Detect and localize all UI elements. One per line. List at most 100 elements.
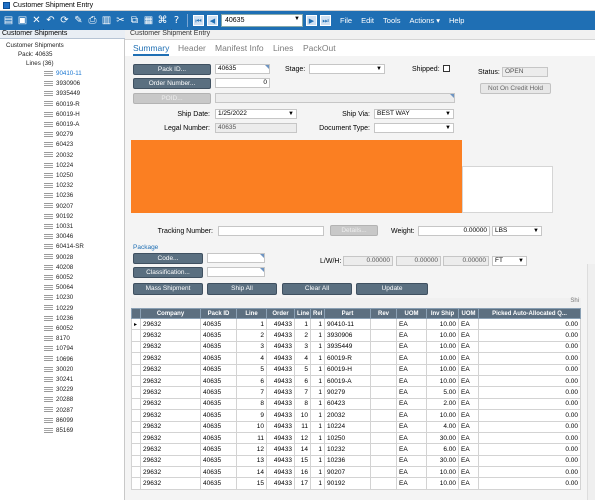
- column-header[interactable]: Company: [140, 308, 201, 319]
- table-cell[interactable]: 29632: [140, 443, 201, 456]
- table-cell[interactable]: 3: [236, 340, 267, 354]
- row-selector[interactable]: [131, 397, 141, 411]
- table-cell[interactable]: 0.00: [478, 466, 581, 479]
- print-icon[interactable]: ⎙: [88, 15, 97, 26]
- order-number-button[interactable]: Order Number...: [133, 78, 211, 89]
- tree-line-item[interactable]: 10696: [44, 356, 73, 363]
- table-cell[interactable]: 4: [294, 352, 311, 365]
- table-cell[interactable]: 40635: [200, 386, 237, 399]
- table-cell[interactable]: 49433: [266, 431, 295, 445]
- table-cell[interactable]: EA: [458, 340, 479, 354]
- row-selector[interactable]: [131, 374, 141, 388]
- row-selector[interactable]: ▸: [131, 317, 141, 331]
- table-cell[interactable]: 0.00: [478, 374, 581, 388]
- table-cell[interactable]: 10.00: [426, 466, 459, 479]
- table-cell[interactable]: 0.00: [478, 363, 581, 376]
- table-cell[interactable]: 90192: [324, 477, 371, 490]
- table-cell[interactable]: EA: [458, 317, 479, 331]
- cut-icon[interactable]: ✂: [116, 15, 125, 26]
- table-cell[interactable]: EA: [396, 420, 427, 433]
- save-icon[interactable]: ▣: [17, 15, 28, 26]
- table-cell[interactable]: 0.00: [478, 409, 581, 422]
- table-cell[interactable]: 40635: [200, 317, 237, 331]
- table-cell[interactable]: 29632: [140, 409, 201, 422]
- table-cell[interactable]: EA: [396, 352, 427, 365]
- tree-line-item[interactable]: 10236: [44, 192, 73, 199]
- help-icon[interactable]: ?: [173, 15, 180, 26]
- table-cell[interactable]: 0.00: [478, 454, 581, 468]
- table-cell[interactable]: 5.00: [426, 386, 459, 399]
- table-cell[interactable]: 29632: [140, 317, 201, 331]
- table-cell[interactable]: [370, 409, 397, 422]
- tree-line-item[interactable]: 20032: [44, 152, 73, 159]
- table-cell[interactable]: [370, 317, 397, 331]
- table-cell[interactable]: 40635: [200, 397, 237, 411]
- order-number-field[interactable]: 0: [215, 78, 270, 88]
- column-header[interactable]: Order: [266, 308, 295, 319]
- table-cell[interactable]: [370, 454, 397, 468]
- table-cell[interactable]: 0.00: [478, 386, 581, 399]
- table-cell[interactable]: EA: [396, 329, 427, 342]
- table-cell[interactable]: 40635: [200, 454, 237, 468]
- credit-hold-button[interactable]: Not On Credit Hold: [480, 83, 551, 94]
- table-cell[interactable]: [370, 431, 397, 445]
- column-header[interactable]: Line: [294, 308, 311, 319]
- table-cell[interactable]: 1: [310, 352, 325, 365]
- table-cell[interactable]: 1: [310, 454, 325, 468]
- table-cell[interactable]: 10.00: [426, 409, 459, 422]
- table-cell[interactable]: 40635: [200, 340, 237, 354]
- code-field[interactable]: [207, 253, 265, 263]
- table-cell[interactable]: 40635: [200, 409, 237, 422]
- table-cell[interactable]: EA: [458, 409, 479, 422]
- table-cell[interactable]: EA: [458, 454, 479, 468]
- tree-line-item[interactable]: 10229: [44, 305, 73, 312]
- table-cell[interactable]: EA: [458, 443, 479, 456]
- table-cell[interactable]: 1: [294, 317, 311, 331]
- tree-line-item[interactable]: 10794: [44, 345, 73, 352]
- table-cell[interactable]: EA: [396, 340, 427, 354]
- table-cell[interactable]: 17: [294, 477, 311, 490]
- table-cell[interactable]: 49433: [266, 317, 295, 331]
- row-selector[interactable]: [131, 340, 141, 354]
- tree-line-item[interactable]: 20288: [44, 396, 73, 403]
- table-cell[interactable]: EA: [396, 317, 427, 331]
- table-cell[interactable]: 14: [294, 443, 311, 456]
- table-cell[interactable]: 10.00: [426, 363, 459, 376]
- table-cell[interactable]: EA: [396, 466, 427, 479]
- table-cell[interactable]: 10.00: [426, 340, 459, 354]
- table-cell[interactable]: 49433: [266, 386, 295, 399]
- table-cell[interactable]: 40635: [200, 363, 237, 376]
- table-cell[interactable]: 9: [236, 409, 267, 422]
- new-icon[interactable]: ▤: [3, 15, 14, 26]
- table-cell[interactable]: EA: [458, 386, 479, 399]
- table-cell[interactable]: 0.00: [478, 352, 581, 365]
- table-cell[interactable]: 40635: [200, 431, 237, 445]
- tree-line-item[interactable]: 60019-H: [44, 111, 80, 118]
- poid-button[interactable]: POID...: [133, 93, 211, 104]
- table-cell[interactable]: 30.00: [426, 454, 459, 468]
- row-selector[interactable]: [131, 352, 141, 365]
- row-selector[interactable]: [131, 443, 141, 456]
- table-cell[interactable]: 0.00: [478, 397, 581, 411]
- table-cell[interactable]: 1: [310, 340, 325, 354]
- tree-line-item[interactable]: 40208: [44, 264, 73, 271]
- table-cell[interactable]: 7: [294, 386, 311, 399]
- table-cell[interactable]: 12: [294, 431, 311, 445]
- table-cell[interactable]: EA: [396, 374, 427, 388]
- tree-lines-node[interactable]: Lines (36): [26, 60, 54, 67]
- tab-header[interactable]: Header: [178, 43, 206, 53]
- table-cell[interactable]: 6.00: [426, 443, 459, 456]
- table-cell[interactable]: 5: [294, 363, 311, 376]
- table-cell[interactable]: EA: [458, 397, 479, 411]
- table-cell[interactable]: 10236: [324, 454, 371, 468]
- column-header[interactable]: Pack ID: [200, 308, 237, 319]
- table-cell[interactable]: 90279: [324, 386, 371, 399]
- table-row[interactable]: 29632 40635 4 49433 4 1 60019-R EA 10.00 EA 0.00: [131, 352, 581, 365]
- row-selector[interactable]: [131, 363, 141, 376]
- tree-line-item[interactable]: 10236: [44, 315, 73, 322]
- length-field[interactable]: 0.00000: [343, 256, 393, 266]
- table-cell[interactable]: 29632: [140, 454, 201, 468]
- menu-edit[interactable]: Edit: [361, 16, 375, 25]
- table-cell[interactable]: 10224: [324, 420, 371, 433]
- tree-line-item[interactable]: 90410-11: [44, 70, 82, 77]
